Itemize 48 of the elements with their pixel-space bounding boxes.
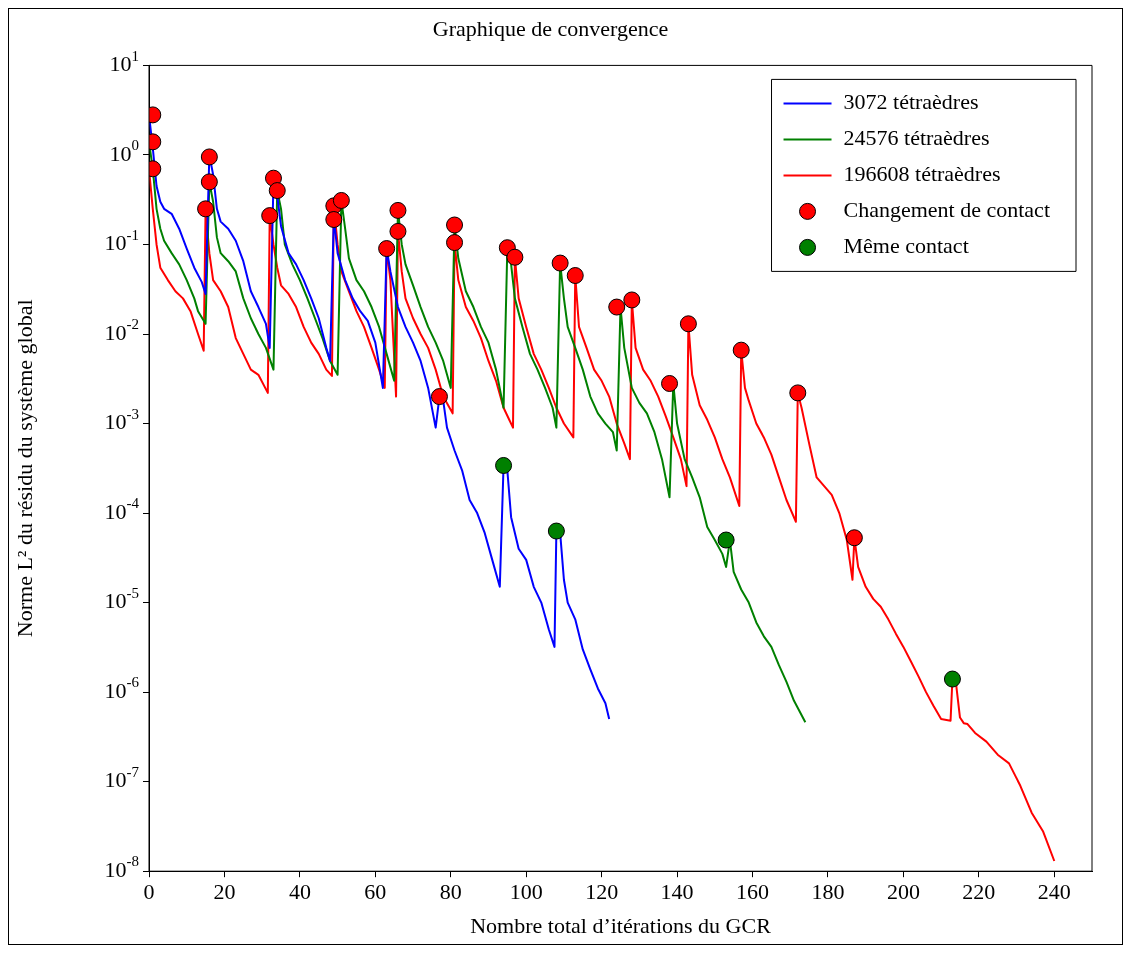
x-tick-label: 220 <box>962 879 996 905</box>
point <box>732 341 750 359</box>
point <box>566 267 584 285</box>
chart-title: Graphique de convergence <box>432 15 669 41</box>
point <box>200 173 218 191</box>
point <box>389 222 407 240</box>
x-tick-label: 0 <box>143 879 155 905</box>
x-tick-label: 200 <box>886 879 920 905</box>
x-tick-label: 240 <box>1037 879 1071 905</box>
point <box>506 248 524 266</box>
legend-label: 196608 tétraèdres <box>843 161 1001 187</box>
x-axis-title: Nombre total d’itérations du GCR <box>470 912 772 938</box>
point <box>845 529 863 547</box>
point <box>495 456 513 474</box>
x-tick-label: 40 <box>288 879 311 905</box>
x-tick-label: 100 <box>509 879 543 905</box>
point <box>430 388 448 406</box>
point <box>261 207 279 225</box>
x-tick-label: 20 <box>213 879 236 905</box>
x-tick-label: 80 <box>439 879 462 905</box>
x-tick-label: 160 <box>736 879 770 905</box>
legend-label: 3072 tétraèdres <box>843 89 979 115</box>
x-tick-label: 140 <box>660 879 694 905</box>
legend-label: Changement de contact <box>843 197 1051 223</box>
point <box>378 240 396 258</box>
point <box>325 211 343 229</box>
point <box>446 234 464 252</box>
point <box>608 298 626 316</box>
x-tick-label: 120 <box>585 879 619 905</box>
point <box>551 254 569 272</box>
point <box>661 375 679 392</box>
point <box>789 384 807 402</box>
point <box>200 148 218 166</box>
x-tick-label: 60 <box>364 879 387 905</box>
legend-label: Même contact <box>843 233 969 259</box>
y-axis-title: Norme L² du résidu du système global <box>11 299 37 638</box>
legend-label: 24576 tétraèdres <box>843 125 990 151</box>
point <box>389 201 407 219</box>
x-tick-label: 180 <box>811 879 845 905</box>
point <box>623 291 641 309</box>
point <box>717 531 735 549</box>
point <box>943 670 961 688</box>
point <box>679 315 697 333</box>
point <box>197 200 215 218</box>
point <box>446 216 464 234</box>
point <box>332 191 350 209</box>
point <box>547 522 565 540</box>
point <box>268 182 286 200</box>
